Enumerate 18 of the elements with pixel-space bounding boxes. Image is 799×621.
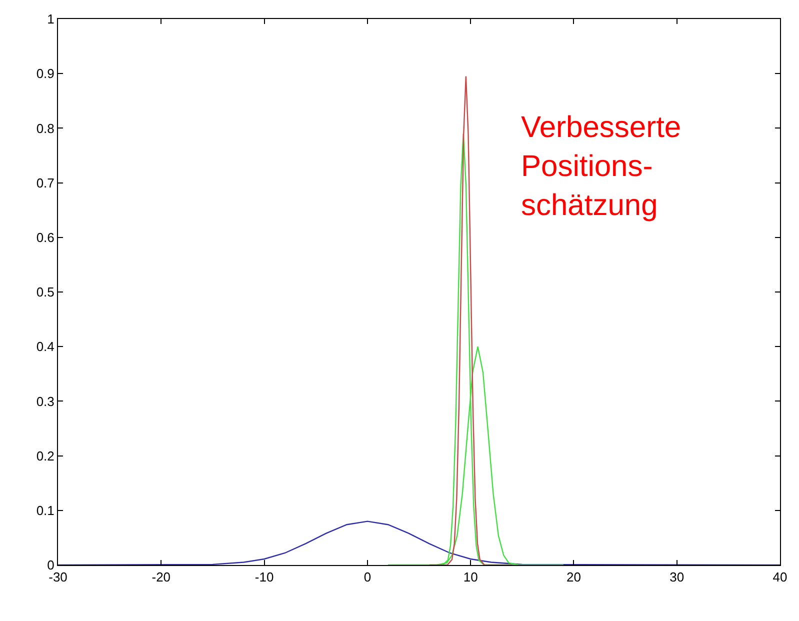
x-tick-label: -20 [152, 570, 171, 585]
annotation: Verbesserte Positions- schätzung [521, 111, 682, 222]
y-tick-label: 0.3 [36, 394, 54, 409]
y-tick-label: 0.5 [36, 284, 54, 300]
x-tick-label: 20 [566, 570, 581, 585]
y-tick-label: 0.6 [36, 230, 54, 245]
x-tick-label: 0 [364, 570, 372, 585]
y-tick-label: 0.7 [36, 175, 54, 190]
y-tick-label: 0.9 [36, 66, 54, 82]
y-tick-label: 0.1 [36, 502, 54, 518]
y-tick-label: 0.8 [36, 120, 54, 136]
x-tick-label: 40 [772, 570, 788, 585]
x-tick-label: -10 [254, 570, 274, 585]
x-tick-label: 10 [463, 570, 478, 585]
y-tick-label: 1 [47, 12, 54, 27]
y-tick-label: 0.2 [36, 448, 54, 464]
y-tick-label: 0.4 [36, 339, 54, 354]
x-tick-label: 30 [670, 570, 684, 585]
